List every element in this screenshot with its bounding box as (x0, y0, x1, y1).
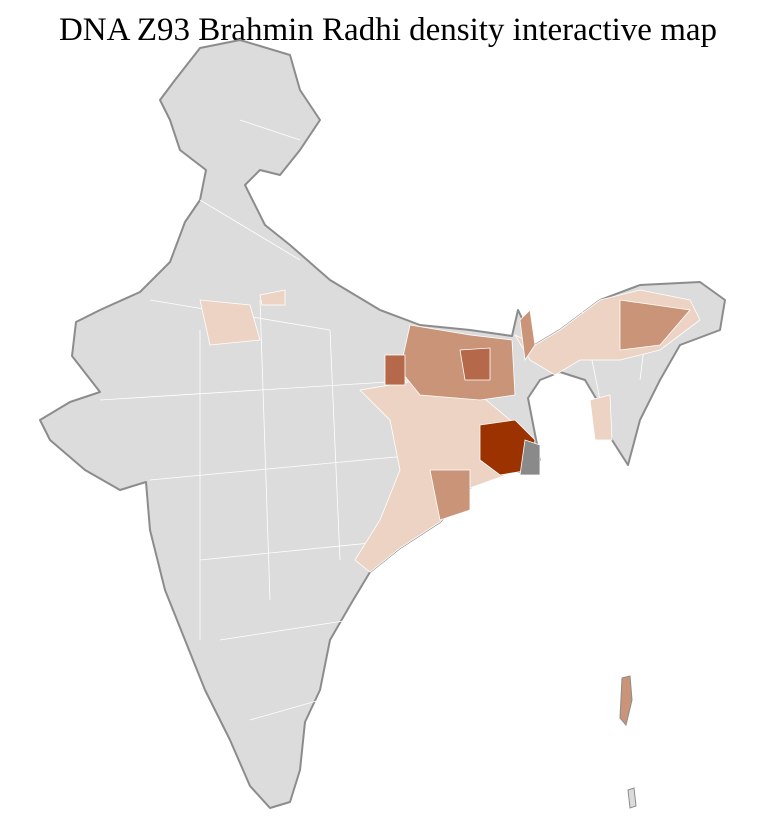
district-region-medium[interactable] (619, 299, 691, 351)
district-region-high[interactable] (384, 354, 406, 386)
map-title: DNA Z93 Brahmin Radhi density interactiv… (58, 12, 718, 48)
island-region[interactable] (627, 787, 637, 809)
district-region-medium[interactable] (429, 469, 471, 521)
island-region[interactable] (619, 675, 633, 727)
district-region-high[interactable] (459, 347, 491, 381)
district-region-low[interactable] (259, 289, 286, 306)
district-region-low[interactable] (589, 394, 613, 441)
district-region-low[interactable] (199, 299, 261, 346)
district-region-medium[interactable] (519, 309, 536, 362)
district-region-no_data[interactable] (519, 439, 541, 476)
